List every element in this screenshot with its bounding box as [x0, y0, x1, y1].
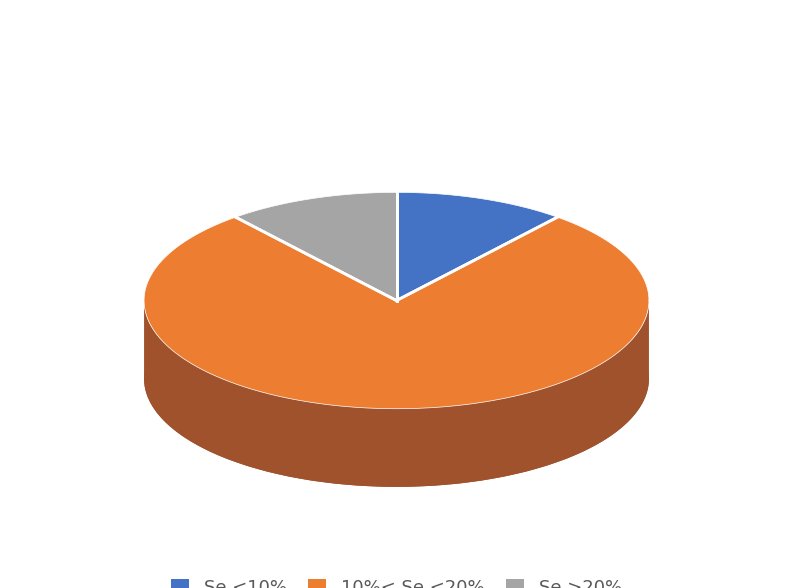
- Polygon shape: [236, 192, 396, 300]
- Polygon shape: [396, 192, 557, 300]
- Polygon shape: [144, 301, 649, 487]
- Polygon shape: [144, 217, 649, 409]
- Legend: Se <10%, 10%< Se <20%, Se >20%: Se <10%, 10%< Se <20%, Se >20%: [171, 579, 622, 588]
- Ellipse shape: [144, 270, 649, 487]
